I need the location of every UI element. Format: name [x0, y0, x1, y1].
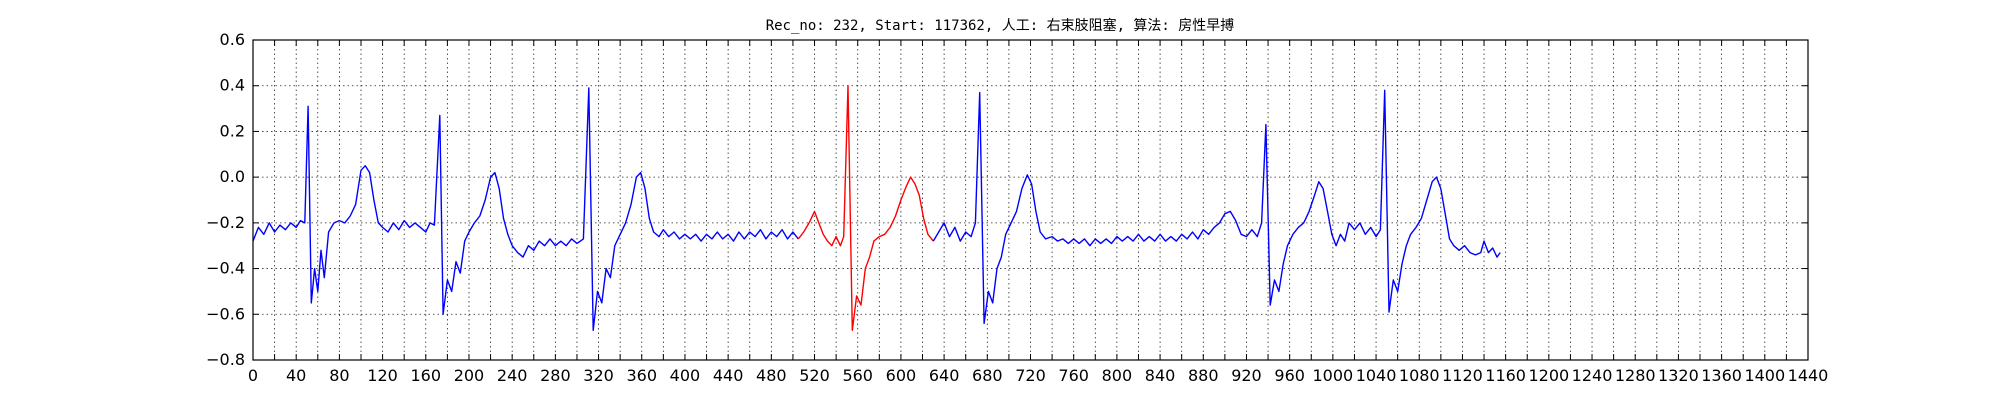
x-tick-label-38: 760	[1058, 366, 1089, 385]
y-tick-label-6: 0.4	[220, 76, 245, 95]
x-tick-label-28: 560	[842, 366, 873, 385]
chart-title: Rec_no: 232, Start: 117362, 人工: 右束肢阻塞, 算…	[766, 17, 1235, 34]
x-tick-label-2: 40	[286, 366, 306, 385]
x-tick-label-4: 80	[329, 366, 349, 385]
x-tick-label-64: 1280	[1615, 366, 1656, 385]
y-tick-label-1: −0.6	[206, 304, 245, 323]
x-tick-label-10: 200	[454, 366, 485, 385]
y-axis-ticks: −0.8 −0.6 −0.4 −0.2 0.0 0.2 0.4 0.6	[206, 30, 1808, 369]
x-tick-label-72: 1440	[1788, 366, 1829, 385]
x-tick-label-12: 240	[497, 366, 528, 385]
x-tick-label-56: 1120	[1442, 366, 1483, 385]
series-line-0	[252, 87, 799, 331]
x-tick-label-32: 640	[929, 366, 960, 385]
x-tick-label-24: 480	[756, 366, 787, 385]
x-tick-label-16: 320	[583, 366, 614, 385]
x-tick-label-20: 400	[670, 366, 701, 385]
x-tick-label-68: 1360	[1701, 366, 1742, 385]
x-tick-label-42: 840	[1145, 366, 1176, 385]
x-tick-label-30: 600	[886, 366, 917, 385]
x-tick-label-50: 1000	[1313, 366, 1354, 385]
y-tick-label-0: −0.8	[206, 350, 245, 369]
x-tick-label-18: 360	[626, 366, 657, 385]
x-tick-label-46: 920	[1231, 366, 1262, 385]
x-tick-label-26: 520	[799, 366, 830, 385]
y-tick-label-3: −0.2	[206, 213, 245, 232]
x-tick-label-60: 1200	[1528, 366, 1569, 385]
x-tick-label-70: 1400	[1744, 366, 1785, 385]
x-tick-label-40: 800	[1102, 366, 1133, 385]
y-tick-label-5: 0.2	[220, 121, 245, 140]
x-tick-label-34: 680	[972, 366, 1003, 385]
x-tick-label-6: 120	[367, 366, 398, 385]
x-tick-label-22: 440	[713, 366, 744, 385]
x-axis-ticks: 0 40 80 120 160 200 240 280 320 360 400 440 480 520 56…	[248, 40, 1828, 385]
x-tick-label-36: 720	[1015, 366, 1046, 385]
x-tick-label-44: 880	[1188, 366, 1219, 385]
x-tick-label-0: 0	[248, 366, 258, 385]
plot-series	[252, 84, 1501, 331]
series-line-2	[932, 89, 1501, 325]
y-tick-label-7: 0.6	[220, 30, 245, 49]
plot-frame	[252, 39, 1809, 361]
x-tick-label-48: 960	[1274, 366, 1305, 385]
x-tick-label-62: 1240	[1572, 366, 1613, 385]
x-tick-label-14: 280	[540, 366, 571, 385]
x-tick-label-54: 1080	[1399, 366, 1440, 385]
x-tick-label-58: 1160	[1485, 366, 1526, 385]
x-tick-label-52: 1040	[1356, 366, 1397, 385]
y-tick-label-4: 0.0	[220, 167, 245, 186]
grid-lines	[253, 40, 1808, 360]
x-tick-label-66: 1320	[1658, 366, 1699, 385]
x-tick-label-8: 160	[411, 366, 442, 385]
y-tick-label-2: −0.4	[206, 259, 245, 278]
series-line-1	[797, 84, 934, 331]
